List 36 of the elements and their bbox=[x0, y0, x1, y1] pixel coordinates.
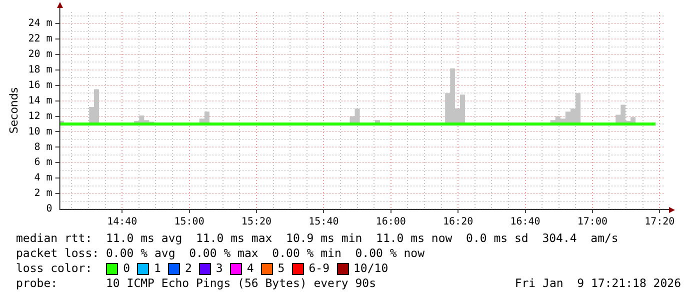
y-tick-label: 16 m bbox=[28, 80, 52, 91]
x-tick-label: 15:40 bbox=[308, 216, 339, 228]
legend-label: 3 bbox=[216, 261, 223, 276]
y-tick-label: 8 m bbox=[34, 142, 52, 153]
y-tick-label: 20 m bbox=[28, 49, 52, 60]
legend-label: 6-9 bbox=[308, 261, 330, 276]
x-tick-label: 17:20 bbox=[644, 216, 675, 228]
legend-label: 0 bbox=[123, 261, 130, 276]
legend-label: 2 bbox=[184, 261, 192, 276]
y-tick-label: 0 bbox=[46, 204, 52, 215]
x-tick-label: 14:40 bbox=[107, 216, 138, 228]
legend-label: 10/10 bbox=[354, 261, 388, 276]
y-tick-label: 10 m bbox=[28, 126, 52, 138]
y-tick-label: 6 m bbox=[34, 157, 52, 168]
legend-title: loss color: bbox=[16, 261, 94, 276]
x-tick-label: 15:20 bbox=[241, 216, 272, 228]
x-tick-label: 15:00 bbox=[174, 216, 204, 228]
y-tick-label: 24 m bbox=[28, 18, 52, 30]
x-tick-label: 17:00 bbox=[577, 216, 608, 228]
text: median rtt: 11.0 ms avg 11.0 ms max 10.9 ms min 11.0 ms now 0.0 ms sd 304.4 am/s bbox=[16, 231, 620, 246]
y-tick-label: 22 m bbox=[28, 34, 52, 45]
y-tick-label: 2 m bbox=[34, 188, 52, 200]
legend-label: 4 bbox=[246, 261, 254, 276]
y-tick-label: 12 m bbox=[28, 110, 52, 122]
y-tick-label: 18 m bbox=[28, 64, 52, 76]
legend-label: 1 bbox=[154, 261, 161, 276]
x-tick-label: 16:40 bbox=[510, 216, 540, 228]
y-tick-label: 14 m bbox=[28, 95, 52, 106]
x-tick-label: 16:20 bbox=[442, 216, 474, 228]
y-axis-title: Seconds bbox=[7, 87, 20, 134]
text: probe: 10 ICMP Echo Pings (56 Bytes) every 90s bbox=[16, 276, 376, 291]
text: Fri Jan 9 17:21:18 2026 bbox=[514, 276, 681, 291]
x-tick-label: 16:00 bbox=[376, 216, 406, 228]
legend-label: 5 bbox=[278, 261, 285, 276]
y-tick-label: 4 m bbox=[34, 172, 52, 184]
text: packet loss: 0.00 % avg 0.00 % max 0.00 % min 0.00 % now bbox=[16, 246, 426, 261]
